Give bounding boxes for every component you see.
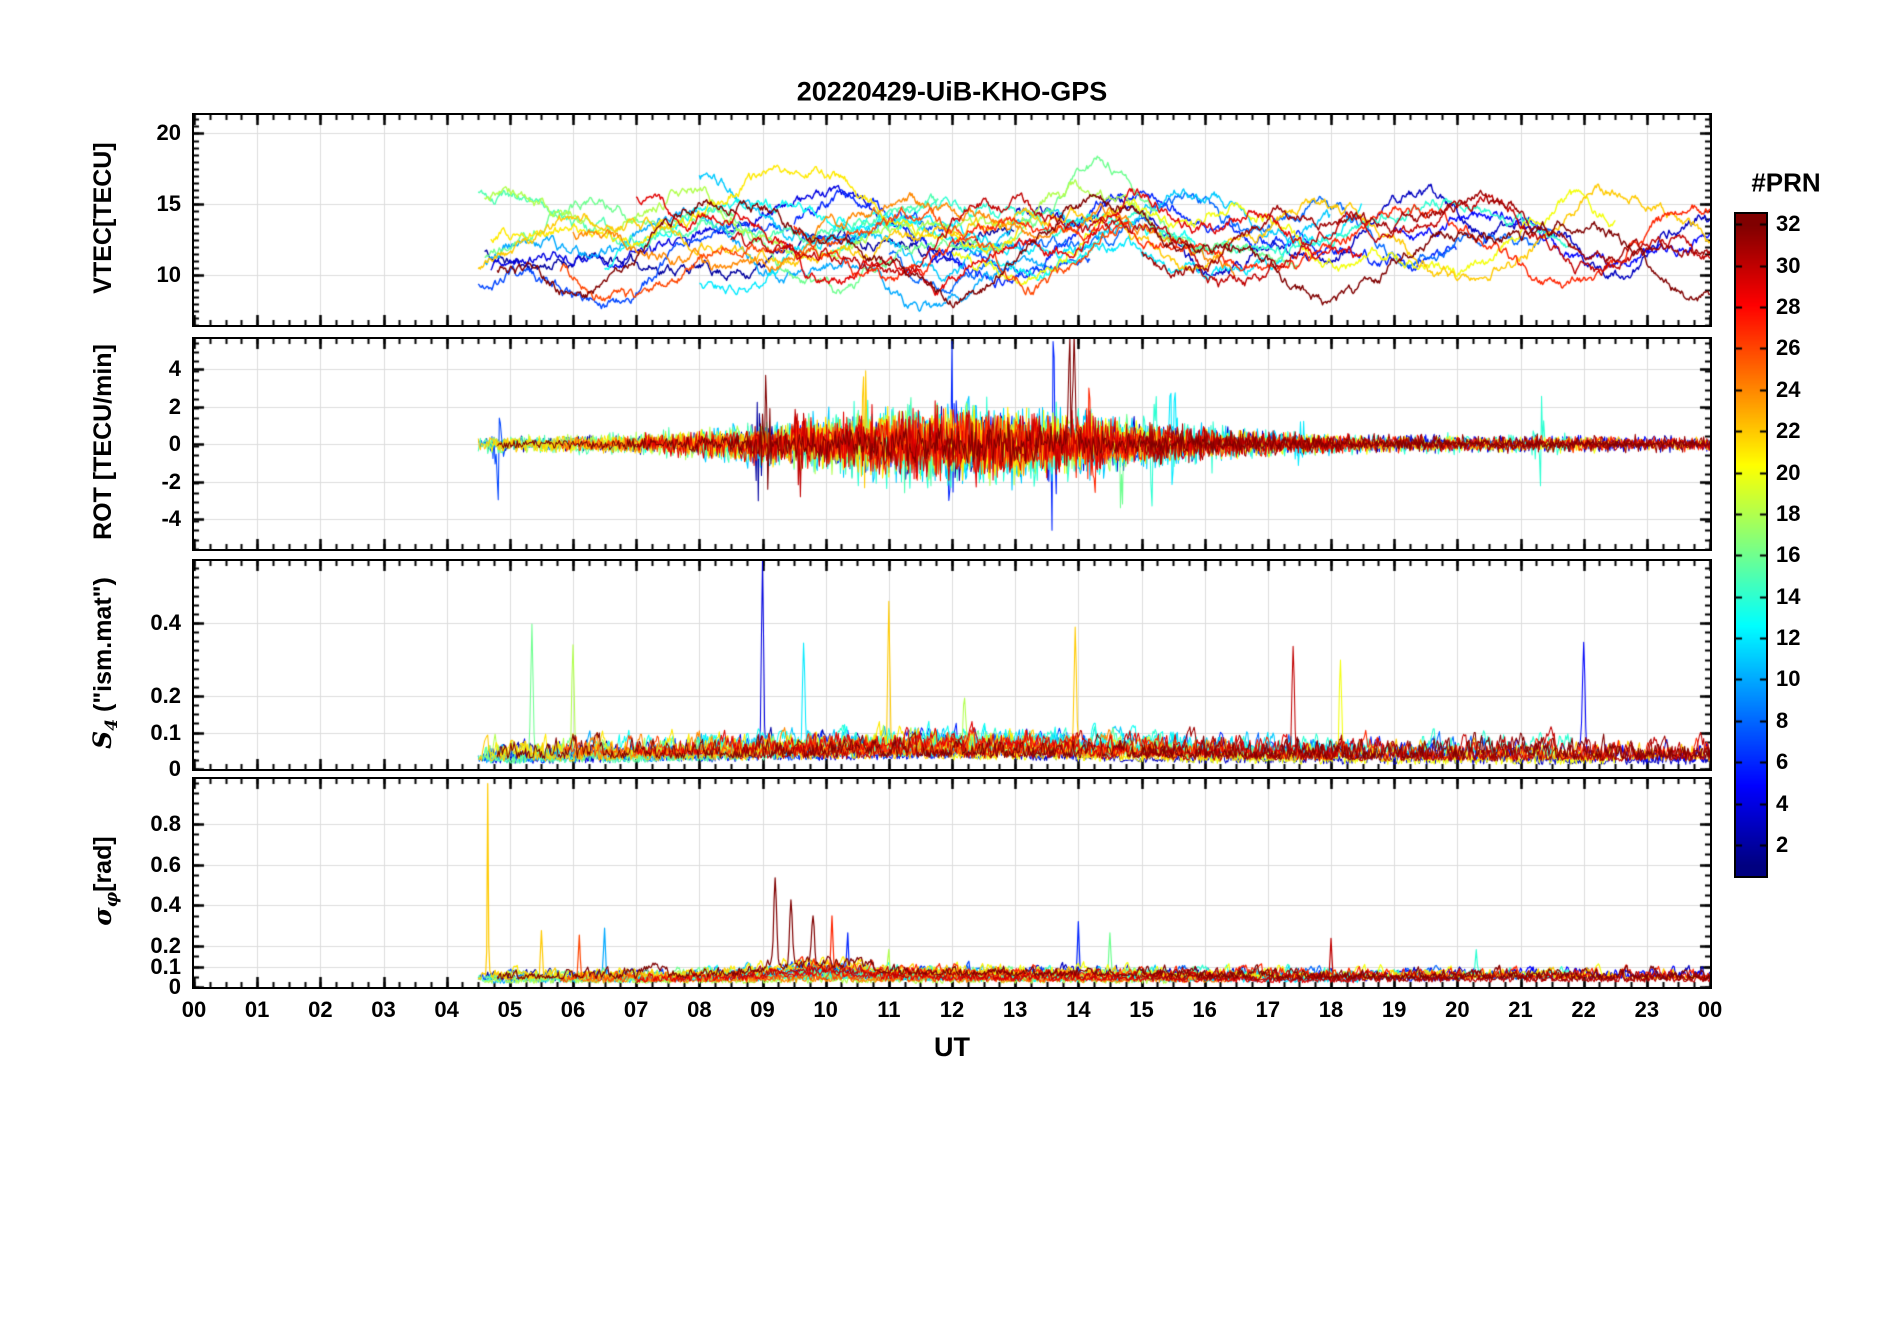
colorbar-tick-label: 14 [1776,583,1801,609]
y-tick-label-sigma_phi: 0 [168,974,181,999]
y-axis-label-vtec: VTEC[TECU] [88,111,118,325]
vtec-plot-canvas [194,115,1710,325]
y-tick-label-vtec: 15 [156,191,181,217]
colorbar [1734,212,1768,878]
colorbar-tick-label: 32 [1776,211,1801,237]
x-tick-label: 00 [181,997,207,1022]
x-tick-label: 00 [1697,997,1723,1022]
x-tick-label: 20 [1445,997,1470,1022]
y-tick-label-rot: 2 [168,393,181,419]
x-tick-label: 13 [1002,997,1028,1022]
x-tick-label: 23 [1634,997,1660,1022]
panel-sigma-phi [192,777,1712,989]
colorbar-tick-label: 22 [1776,418,1801,444]
y-tick-label-rot: -4 [161,506,181,531]
colorbar-tick-label: 20 [1776,459,1801,485]
y-axis-label-rot: ROT [TECU/min] [88,335,118,549]
x-tick-label: 01 [244,997,270,1022]
x-tick-label: 05 [497,997,523,1022]
y-tick-label-sigma_phi: 0.1 [150,953,181,979]
x-tick-label: 07 [623,997,649,1022]
y-tick-label-sigma_phi: 0.2 [150,933,181,959]
panel-rot [192,337,1712,551]
x-tick-label: 17 [1255,997,1281,1022]
panel-s4 [192,559,1712,771]
x-tick-label: 02 [308,997,333,1022]
sigma-phi-plot-canvas [194,779,1710,987]
colorbar-tick-label: 2 [1776,831,1789,857]
x-tick-label: 21 [1508,997,1533,1022]
y-axis-label-sigma-phi: σφ[rad] [88,836,122,926]
chart-title: 20220429-UiB-KHO-GPS [796,76,1108,107]
x-tick-label: 19 [1381,997,1407,1022]
colorbar-title: #PRN [1751,167,1821,198]
y-tick-label-s4: 0.2 [150,683,181,709]
colorbar-tick-label: 30 [1776,252,1801,278]
panel-vtec [192,113,1712,327]
x-tick-label: 18 [1318,997,1344,1022]
colorbar-tick-label: 24 [1776,376,1801,402]
y-axis-label-rot-text: ROT [TECU/min] [89,344,117,540]
colorbar-tick-label: 10 [1776,666,1801,692]
y-tick-label-rot: -2 [161,468,181,494]
colorbar-tick-label: 28 [1776,294,1801,320]
y-axis-label-s4: S4 ("ism.mat") [88,577,122,749]
y-tick-label-s4: 0 [168,756,181,781]
x-tick-label: 15 [1129,997,1154,1022]
y-tick-label-s4: 0.4 [150,610,181,636]
x-tick-label: 04 [434,997,459,1022]
x-tick-label: 08 [687,997,712,1022]
x-tick-label: 12 [939,997,965,1022]
s4-plot-canvas [194,561,1710,769]
y-tick-label-sigma_phi: 0.4 [150,892,181,918]
x-axis-label: UT [934,1032,970,1062]
y-tick-label-s4: 0.1 [150,719,181,745]
y-tick-label-sigma_phi: 0.6 [150,851,181,877]
y-axis-label-sigma-text: σ [88,907,117,926]
colorbar-tick-label: 18 [1776,500,1801,526]
colorbar-tick-label: 4 [1776,790,1789,816]
y-axis-label-vtec-text: VTEC[TECU] [89,142,117,294]
rot-plot-canvas [194,339,1710,549]
x-tick-label: 10 [813,997,838,1022]
y-tick-label-vtec: 10 [156,262,181,288]
y-tick-label-rot: 0 [168,431,181,456]
x-tick-label: 06 [560,997,586,1022]
colorbar-tick-label: 16 [1776,542,1801,568]
x-tick-label: 22 [1571,997,1596,1022]
y-axis-label-s4-text: S [88,730,117,749]
x-tick-label: 16 [1192,997,1217,1022]
colorbar-tick-label: 12 [1776,625,1801,651]
y-tick-label-rot: 4 [168,356,181,381]
y-tick-label-vtec: 20 [156,120,181,146]
colorbar-tick-label: 26 [1776,335,1801,361]
y-tick-label-sigma_phi: 0.8 [150,810,181,836]
x-tick-label: 14 [1066,997,1091,1022]
x-tick-label: 11 [877,997,901,1022]
colorbar-tick-label: 8 [1776,707,1789,733]
colorbar-tick-label: 6 [1776,749,1789,775]
x-tick-label: 09 [750,997,775,1022]
x-tick-label: 03 [371,997,396,1022]
